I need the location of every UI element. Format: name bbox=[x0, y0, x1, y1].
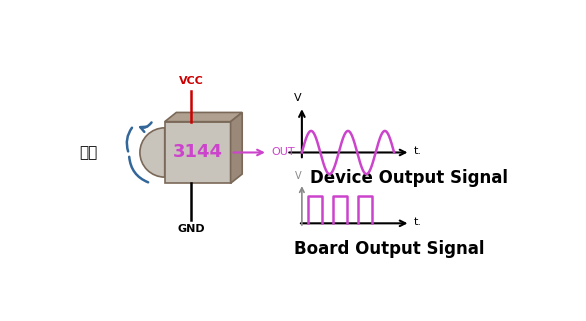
Text: t.: t. bbox=[414, 217, 421, 227]
Text: 3144: 3144 bbox=[173, 143, 223, 161]
Text: t.: t. bbox=[414, 146, 421, 156]
Text: V: V bbox=[294, 93, 301, 103]
Wedge shape bbox=[140, 128, 165, 177]
Text: Device Output Signal: Device Output Signal bbox=[309, 169, 507, 187]
Polygon shape bbox=[165, 112, 242, 122]
Text: VCC: VCC bbox=[179, 76, 203, 86]
Text: V: V bbox=[295, 171, 301, 181]
Text: GND: GND bbox=[177, 224, 205, 234]
Polygon shape bbox=[230, 112, 242, 183]
Text: Board Output Signal: Board Output Signal bbox=[294, 240, 485, 258]
Polygon shape bbox=[165, 122, 230, 183]
Text: OUT: OUT bbox=[271, 147, 295, 158]
Text: 磁场: 磁场 bbox=[80, 145, 98, 160]
